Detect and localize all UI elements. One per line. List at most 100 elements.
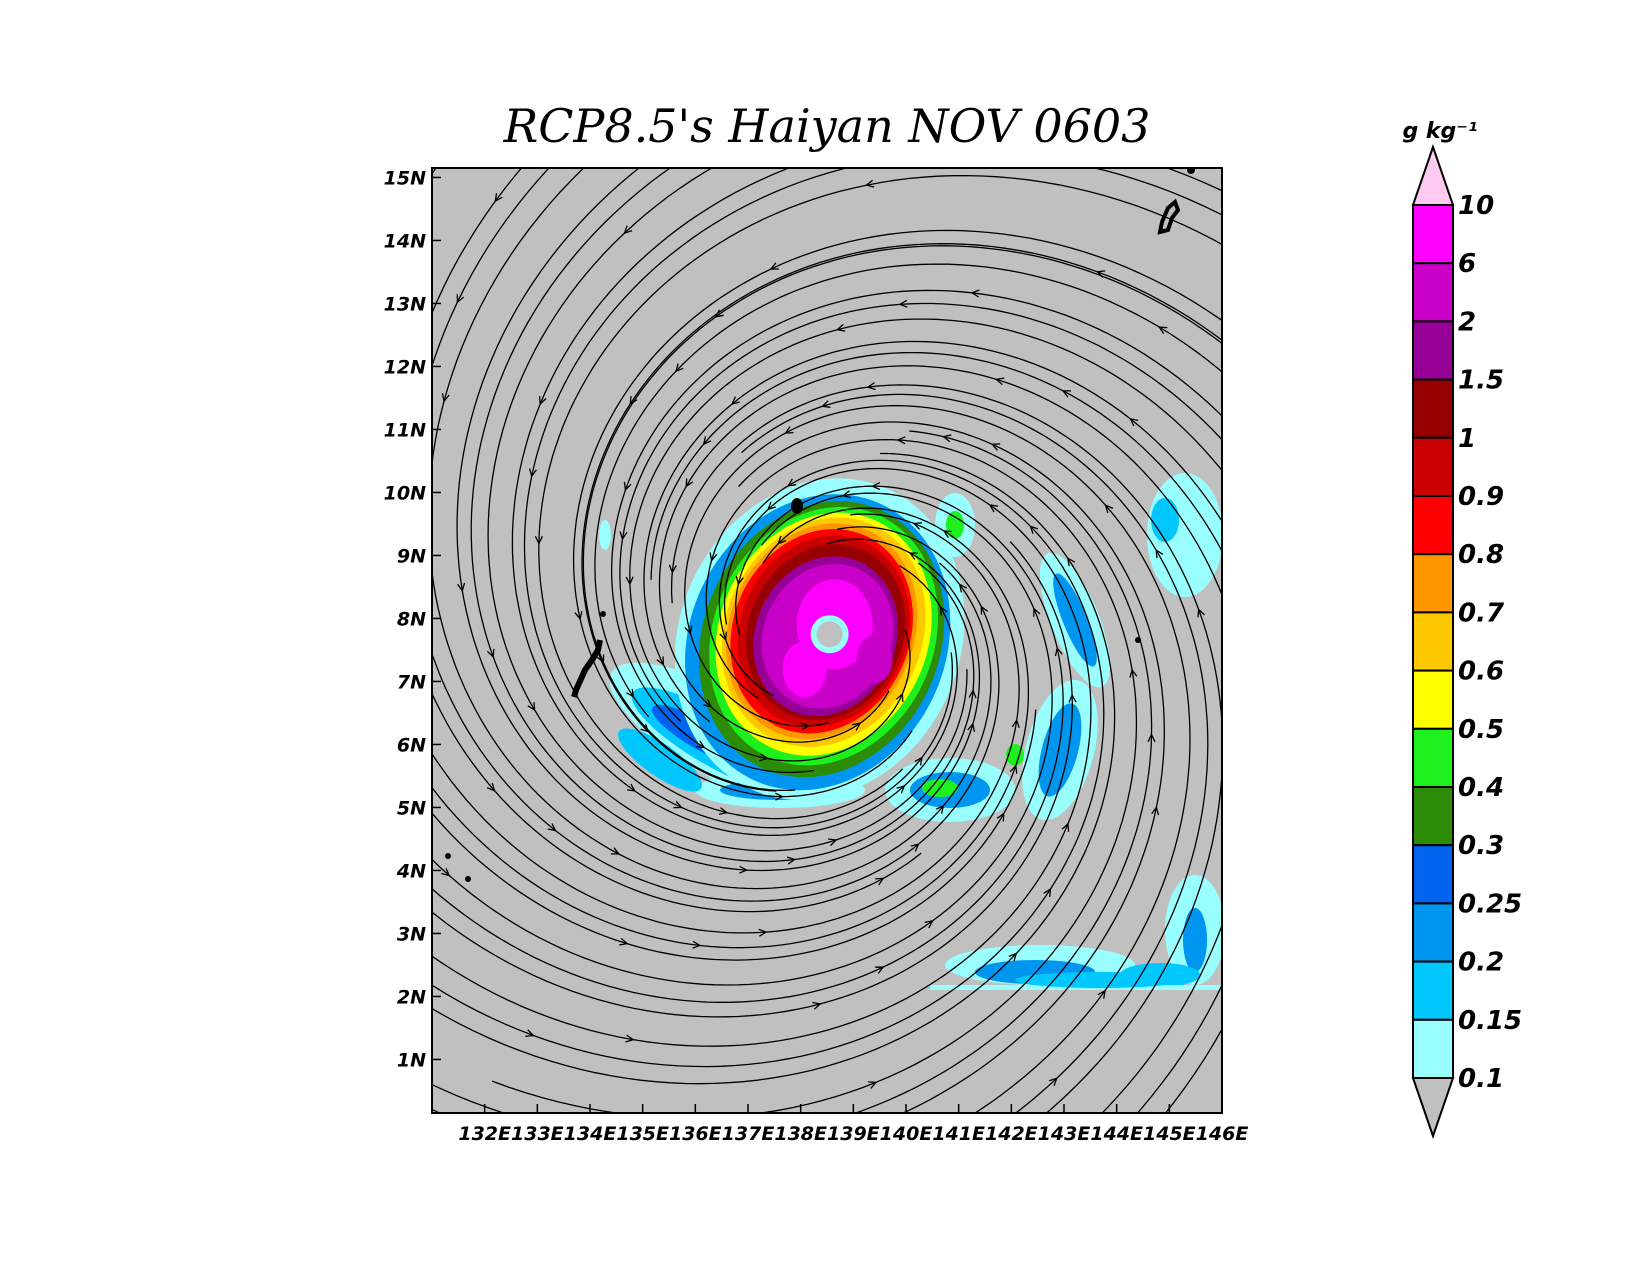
- streamline: [432, 421, 1165, 1113]
- streamline-arrow: [674, 363, 684, 373]
- x-tick-label: 138E: [774, 1123, 827, 1145]
- streamline-arrow: [739, 865, 749, 874]
- streamline-arrow: [538, 395, 547, 406]
- streamline-arrow: [703, 699, 713, 708]
- x-tick-label: 137E: [722, 1123, 775, 1145]
- mixing-ratio-field: [599, 473, 1222, 990]
- streamline-arrow: [875, 966, 885, 974]
- x-tick-label: 146E: [1196, 1123, 1249, 1145]
- streamline-arrow: [758, 928, 768, 937]
- streamline-arrow: [730, 396, 740, 405]
- streamline-arrow: [441, 393, 450, 403]
- streamline-arrow: [735, 576, 744, 586]
- streamline-arrow: [942, 434, 952, 443]
- streamline: [432, 168, 992, 890]
- streamline-arrow: [685, 478, 694, 488]
- streamline-arrow: [769, 262, 779, 270]
- streamline-arrow: [1095, 270, 1106, 278]
- colorbar-swatch: [1412, 378, 1454, 439]
- streamline-arrow: [1147, 733, 1156, 743]
- y-tick-label: 10N: [384, 482, 426, 504]
- streamline-arrow: [1232, 998, 1238, 1006]
- streamline-arrow: [1067, 557, 1076, 567]
- streamline: [538, 174, 1222, 820]
- streamline-arrow: [835, 323, 846, 332]
- streamline: [432, 492, 1053, 986]
- colorbar-label: 0.8: [1458, 540, 1504, 570]
- colorbar-label: 0.7: [1458, 598, 1505, 628]
- streamline: [432, 168, 1000, 902]
- island-shape: [445, 853, 451, 859]
- streamline-arrow: [864, 179, 875, 188]
- streamline-arrow: [1158, 326, 1168, 335]
- streamline-arrow: [718, 807, 729, 815]
- streamline-arrow: [773, 84, 781, 90]
- streamline-arrow: [534, 536, 543, 545]
- streamline-arrow: [1061, 390, 1072, 398]
- streamline-arrow: [1272, 547, 1279, 555]
- streamline-arrow: [759, 753, 769, 762]
- streamline-arrow: [942, 530, 953, 538]
- x-tick-label: 136E: [669, 1123, 722, 1145]
- field-contour: [1183, 908, 1207, 972]
- x-tick-label: 134E: [564, 1123, 617, 1145]
- streamline: [741, 393, 1209, 1113]
- streamline: [456, 168, 981, 872]
- streamline-arrow: [359, 812, 366, 820]
- streamline-arrow: [988, 504, 998, 513]
- island-shape: [600, 611, 606, 617]
- y-tick-label: 13N: [384, 293, 426, 315]
- colorbar-label: 1: [1458, 424, 1476, 454]
- streamline: [610, 289, 1222, 774]
- streamline: [432, 430, 1153, 1113]
- field-contour: [599, 520, 611, 550]
- streamline-arrow: [1248, 792, 1255, 799]
- map-plot: 132E 133E 134E 135E 136E 137E 138E 139E 140E 141E…: [359, 84, 1279, 1166]
- streamline-arrow: [1251, 367, 1259, 374]
- colorbar-under-triangle: [1411, 1077, 1455, 1140]
- streamline-arrow: [777, 535, 787, 545]
- field-contour: [946, 511, 964, 539]
- streamline: [643, 340, 1222, 1113]
- streamline-arrow: [486, 782, 496, 792]
- streamline: [491, 438, 1138, 1113]
- x-tick-label: 132E: [458, 1123, 511, 1145]
- streamline-arrow: [678, 1159, 685, 1166]
- field-contour: [816, 621, 843, 648]
- streamline-arrow: [619, 531, 628, 541]
- streamline-arrow: [821, 400, 831, 408]
- streamline-arrow: [895, 692, 904, 702]
- streamline-arrow: [626, 783, 637, 792]
- streamline-arrow: [619, 937, 629, 946]
- streamline: [670, 384, 1222, 1113]
- streamline: [572, 229, 1222, 798]
- streamline-arrow: [866, 382, 876, 391]
- streamline-arrow: [1008, 952, 1018, 962]
- streamline: [619, 302, 1222, 722]
- colorbar-label: 0.25: [1458, 889, 1522, 919]
- streamline-arrow: [786, 856, 797, 865]
- streamline-arrow: [896, 436, 906, 445]
- streamline: [684, 405, 1191, 1113]
- colorbar-label: 1.5: [1458, 366, 1504, 396]
- y-tick-label: 12N: [384, 356, 426, 378]
- colorbar-swatch: [1412, 320, 1454, 381]
- colorbar-units: g kg⁻¹: [1402, 119, 1477, 144]
- streamline-arrow: [623, 481, 632, 492]
- streamline: [432, 485, 1064, 1003]
- y-tick-label: 7N: [397, 671, 426, 693]
- colorbar-swatch: [1412, 204, 1454, 265]
- streamline-arrow: [640, 723, 650, 733]
- x-tick-label: 141E: [932, 1123, 985, 1145]
- colorbar-over-triangle: [1411, 143, 1455, 206]
- streamline: [594, 263, 1222, 718]
- streamline-arrow: [1251, 892, 1258, 900]
- colorbar-label: 0.6: [1458, 657, 1504, 687]
- streamline-arrow: [456, 294, 465, 304]
- streamline-arrow: [692, 940, 702, 949]
- field-contour: [782, 641, 827, 698]
- streamline-arrow: [896, 784, 906, 794]
- streamline: [582, 245, 1222, 792]
- streamline-arrow: [1009, 764, 1018, 774]
